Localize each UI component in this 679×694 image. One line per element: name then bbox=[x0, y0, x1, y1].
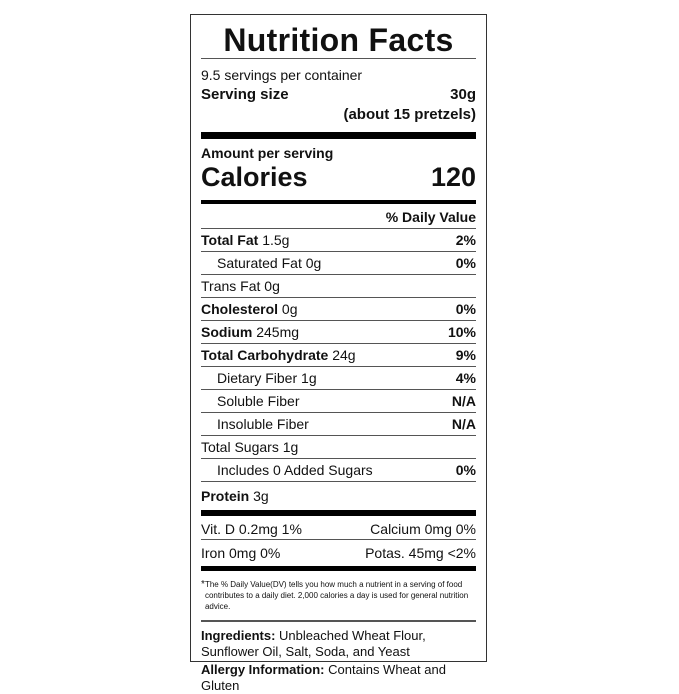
nutrient-label: Total Sugars 1g bbox=[201, 436, 298, 458]
nutrient-label: Soluble Fiber bbox=[201, 390, 300, 412]
nutrient-row: Total Fat 1.5g 2% bbox=[201, 229, 476, 252]
nutrient-row: Sodium 245mg 10% bbox=[201, 321, 476, 344]
nutrient-daily-value: 10% bbox=[447, 324, 476, 340]
nutrient-daily-value: 0% bbox=[455, 255, 476, 271]
nutrient-label: Sodium 245mg bbox=[201, 321, 299, 343]
nutrient-daily-value: 0% bbox=[455, 462, 476, 478]
nutrient-row: Trans Fat 0g bbox=[201, 275, 476, 298]
nutrient-name: Sodium bbox=[201, 324, 253, 340]
footnote-mark: * bbox=[201, 579, 205, 590]
nutrition-facts-label: Nutrition Facts 9.5 servings per contain… bbox=[190, 14, 487, 693]
nutrient-row: Saturated Fat 0g 0% bbox=[201, 252, 476, 275]
nutrient-amount: 1g bbox=[301, 370, 317, 386]
nutrient-row: Insoluble Fiber N/A bbox=[201, 413, 476, 436]
servings-text: 9.5 servings per container bbox=[201, 67, 363, 83]
thick-divider-2 bbox=[201, 510, 476, 516]
nutrient-name: Protein bbox=[201, 488, 250, 504]
calories-value: 120 bbox=[430, 162, 476, 192]
nutrient-amount: 0g bbox=[305, 255, 322, 271]
serving-description-row: (about 15 pretzels) bbox=[201, 103, 476, 123]
nutrient-label: Total Carbohydrate 24g bbox=[201, 344, 356, 366]
vitamin-left: Vit. D 0.2mg 1% bbox=[201, 521, 302, 537]
ingredients-label: Ingredients: bbox=[201, 628, 276, 643]
vitamin-left: Iron 0mg 0% bbox=[201, 545, 281, 561]
allergy-label: Allergy Information: bbox=[201, 662, 325, 677]
calories-row: Calories 120 bbox=[201, 161, 476, 193]
nutrient-amount: 1g bbox=[282, 439, 299, 455]
footnote: * The % Daily Value(DV) tells you how mu… bbox=[201, 571, 476, 620]
nutrient-row: Soluble Fiber N/A bbox=[201, 390, 476, 413]
label-title: Nutrition Facts bbox=[223, 22, 454, 58]
ingredients: Ingredients: Unbleached Wheat Flour, Sun… bbox=[201, 628, 476, 660]
daily-value-header: % Daily Value bbox=[201, 206, 476, 229]
medium-divider bbox=[201, 200, 476, 204]
nutrient-row: Dietary Fiber 1g 4% bbox=[201, 367, 476, 390]
nutrient-name: Cholesterol bbox=[201, 301, 279, 317]
daily-value-text: % Daily Value bbox=[385, 209, 476, 225]
nutrient-daily-value: 2% bbox=[455, 232, 476, 248]
nutrient-label: Total Fat 1.5g bbox=[201, 229, 289, 251]
nutrient-daily-value: 9% bbox=[455, 347, 476, 363]
nutrient-row: Total Carbohydrate 24g 9% bbox=[201, 344, 476, 367]
nutrient-label: Includes 0 Added Sugars bbox=[201, 459, 373, 481]
nutrient-name: Total Fat bbox=[201, 232, 259, 248]
nutrient-amount: 0g bbox=[281, 301, 298, 317]
nutrient-name: Insoluble Fiber bbox=[217, 416, 309, 432]
nutrient-row: Includes 0 Added Sugars 0% bbox=[201, 459, 476, 482]
nutrient-name: Soluble Fiber bbox=[217, 393, 300, 409]
nutrient-row: Total Sugars 1g bbox=[201, 436, 476, 459]
nutrient-name: Total Carbohydrate bbox=[201, 347, 329, 363]
allergy-info: Allergy Information: Contains Wheat and … bbox=[201, 662, 476, 694]
nutrient-daily-value: N/A bbox=[451, 416, 476, 432]
nutrient-name: Includes 0 Added Sugars bbox=[217, 462, 373, 478]
ingredients-text: Unbleached Wheat Flour, Sunflower Oil, S… bbox=[201, 628, 426, 659]
calories-label: Calories bbox=[201, 162, 308, 192]
nutrient-label: Trans Fat 0g bbox=[201, 275, 280, 297]
vitamin-right: Potas. 45mg <2% bbox=[365, 545, 476, 561]
vitamin-right: Calcium 0mg 0% bbox=[370, 521, 476, 537]
nutrient-label: Saturated Fat 0g bbox=[201, 252, 321, 274]
amount-per-serving-text: Amount per serving bbox=[201, 145, 334, 161]
thick-divider bbox=[201, 132, 476, 139]
serving-size-row: Serving size 30g bbox=[201, 83, 476, 103]
nutrient-name: Saturated Fat bbox=[217, 255, 302, 271]
nutrient-label: Insoluble Fiber bbox=[201, 413, 309, 435]
nutrient-amount: 24g bbox=[332, 347, 356, 363]
servings-per-container: 9.5 servings per container bbox=[201, 65, 476, 83]
nutrient-amount: 0g bbox=[264, 278, 280, 294]
nutrient-row: Protein 3g bbox=[201, 482, 476, 508]
nutrient-name: Total Sugars bbox=[201, 439, 279, 455]
nutrient-label: Cholesterol 0g bbox=[201, 298, 297, 320]
serving-size-label: Serving size bbox=[201, 86, 289, 103]
nutrient-amount: 1.5g bbox=[262, 232, 290, 248]
nutrient-daily-value: N/A bbox=[451, 393, 476, 409]
nutrient-row: Cholesterol 0g 0% bbox=[201, 298, 476, 321]
nutrient-name: Trans Fat bbox=[201, 278, 261, 294]
serving-size-amount: 30g bbox=[450, 86, 476, 103]
nutrient-list: Total Fat 1.5g 2% Saturated Fat 0g 0% Trans … bbox=[201, 229, 476, 508]
vitamin-row: Iron 0mg 0% Potas. 45mg <2% bbox=[201, 540, 476, 563]
footnote-text: The % Daily Value(DV) tells you how much… bbox=[204, 580, 469, 611]
nutrient-daily-value: 0% bbox=[455, 301, 476, 317]
vitamin-row: Vit. D 0.2mg 1% Calcium 0mg 0% bbox=[201, 516, 476, 540]
nutrient-amount: 245mg bbox=[256, 324, 300, 340]
nutrient-amount: 3g bbox=[253, 488, 269, 504]
thick-divider-3 bbox=[201, 566, 476, 571]
nutrient-name: Dietary Fiber bbox=[217, 370, 298, 386]
nutrient-label: Protein 3g bbox=[201, 482, 269, 508]
serving-size-description: (about 15 pretzels) bbox=[343, 106, 476, 123]
nutrient-label: Dietary Fiber 1g bbox=[201, 367, 317, 389]
vitamin-list: Vit. D 0.2mg 1% Calcium 0mg 0% Iron 0mg 0%… bbox=[201, 516, 476, 563]
nutrient-daily-value: 4% bbox=[455, 370, 476, 386]
amount-per-serving: Amount per serving bbox=[201, 143, 476, 161]
